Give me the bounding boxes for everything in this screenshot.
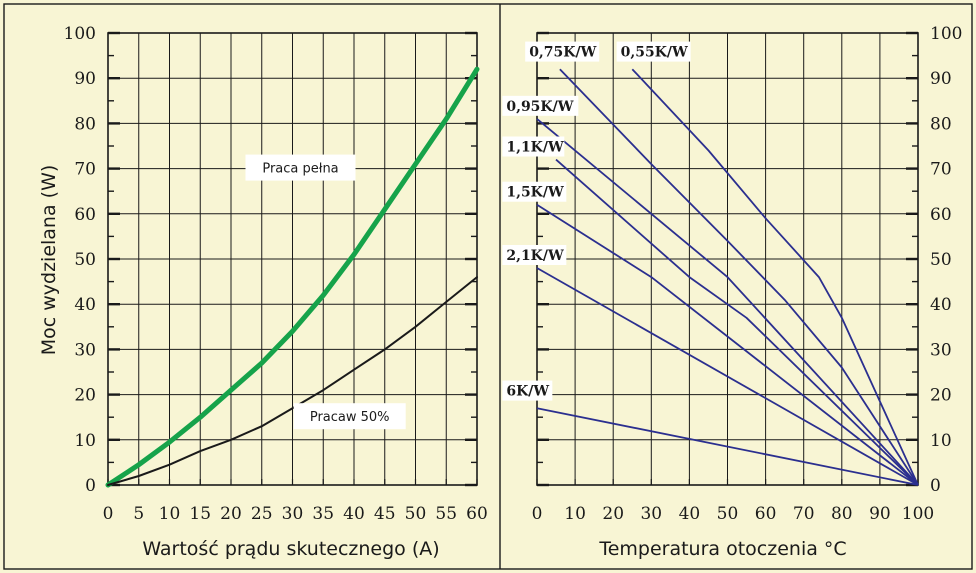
series-label: 0,95K/W bbox=[506, 99, 573, 115]
x-tick-label: 35 bbox=[312, 504, 334, 524]
y-tick-label: 80 bbox=[930, 114, 952, 134]
right-series-group bbox=[536, 68, 919, 486]
series-label: 1,1K/W bbox=[506, 140, 564, 156]
x-tick-label: 40 bbox=[679, 504, 701, 524]
left-y-axis-label: Moc wydzielana (W) bbox=[38, 165, 60, 356]
y-tick-label: 50 bbox=[74, 250, 96, 270]
plot-frame bbox=[107, 32, 478, 486]
outer-frame bbox=[3, 3, 973, 570]
series-line-praca-pelna bbox=[105, 66, 480, 488]
y-tick-label: 20 bbox=[74, 386, 96, 406]
y-tick-label: 90 bbox=[930, 69, 952, 89]
x-tick-label: 25 bbox=[251, 504, 273, 524]
series-label-background bbox=[245, 154, 356, 181]
series-label: 2,1K/W bbox=[506, 248, 564, 264]
y-tick-label: 0 bbox=[930, 476, 941, 496]
series-line-0-55k-w bbox=[631, 68, 919, 486]
y-tick-label: 100 bbox=[64, 24, 96, 44]
y-tick-label: 70 bbox=[930, 160, 952, 180]
y-tick-label: 70 bbox=[74, 160, 96, 180]
series-line-0-75k-w bbox=[559, 68, 919, 486]
series-label-background bbox=[616, 41, 691, 62]
x-tick-label: 100 bbox=[902, 504, 934, 524]
series-label-background bbox=[502, 136, 565, 157]
series-label: 6K/W bbox=[506, 384, 549, 400]
y-tick-label: 60 bbox=[930, 205, 952, 225]
x-tick-label: 30 bbox=[282, 504, 304, 524]
y-tick-label: 30 bbox=[74, 340, 96, 360]
series-line-praca-50 bbox=[107, 276, 478, 486]
y-tick-label: 90 bbox=[74, 69, 96, 89]
x-tick-label: 80 bbox=[831, 504, 853, 524]
x-tick-label: 20 bbox=[602, 504, 624, 524]
y-tick-label: 40 bbox=[930, 295, 952, 315]
series-line-6k-w bbox=[536, 407, 919, 486]
y-tick-label: 10 bbox=[74, 431, 96, 451]
x-tick-label: 30 bbox=[640, 504, 662, 524]
y-tick-label: 60 bbox=[74, 205, 96, 225]
series-label-background bbox=[525, 41, 600, 62]
series-label: Pracaw 50% bbox=[310, 410, 390, 425]
x-tick-label: 60 bbox=[466, 504, 488, 524]
y-tick-label: 80 bbox=[74, 114, 96, 134]
right-series-labels: 0,75K/W 0,55K/W 0,95K/W 1,1K/W 1,5K/W 2,1K/W 6… bbox=[502, 41, 691, 401]
x-tick-label: 45 bbox=[374, 504, 396, 524]
y-tick-label: 0 bbox=[85, 476, 96, 496]
y-tick-label: 50 bbox=[930, 250, 952, 270]
series-label: Praca pełna bbox=[262, 162, 338, 177]
x-tick-label: 50 bbox=[717, 504, 739, 524]
left-chart-panel: 0 5 10 15 20 25 30 35 40 45 50 55 600102030405060708… bbox=[38, 24, 488, 560]
right-grid bbox=[536, 31, 919, 487]
x-tick-label: 10 bbox=[159, 504, 181, 524]
x-tick-label: 20 bbox=[220, 504, 242, 524]
series-label: 1,5K/W bbox=[506, 185, 564, 201]
x-tick-label: 40 bbox=[343, 504, 365, 524]
series-line-2-1k-w bbox=[536, 267, 919, 486]
series-label: 0,75K/W bbox=[529, 45, 596, 61]
right-tick-labels: 0 10 20 30 40 50 60 70 80 90 100 0 10 20 30 40 50 60 70 80 9… bbox=[532, 24, 963, 524]
series-line-1-5k-w bbox=[536, 204, 919, 486]
right-x-axis-label: Temperatura otoczenia °C bbox=[598, 538, 846, 560]
series-label-background bbox=[502, 181, 567, 202]
x-tick-label: 55 bbox=[435, 504, 457, 524]
y-tick-label: 100 bbox=[930, 24, 962, 44]
series-label-background bbox=[293, 403, 406, 430]
y-tick-label: 30 bbox=[930, 340, 952, 360]
x-tick-label: 15 bbox=[189, 504, 211, 524]
x-tick-label: 60 bbox=[755, 504, 777, 524]
x-tick-label: 0 bbox=[103, 504, 114, 524]
right-chart-panel: 0 10 20 30 40 50 60 70 80 90 100 0 10 20 30 40 50 60 70 80 9… bbox=[502, 24, 962, 560]
x-tick-label: 50 bbox=[405, 504, 427, 524]
y-tick-label: 10 bbox=[930, 431, 952, 451]
x-tick-label: 5 bbox=[133, 504, 144, 524]
series-line-1-1k-w bbox=[555, 158, 919, 486]
left-grid bbox=[107, 31, 478, 487]
left-series-group bbox=[105, 66, 480, 488]
x-tick-label: 70 bbox=[793, 504, 815, 524]
left-x-axis-label: Wartość prądu skutecznego (A) bbox=[142, 538, 439, 560]
series-label-background bbox=[502, 245, 567, 265]
x-tick-label: 10 bbox=[564, 504, 586, 524]
y-tick-label: 20 bbox=[930, 386, 952, 406]
left-series-labels: Praca pełna Pracaw 50% bbox=[245, 154, 406, 430]
series-label-background bbox=[502, 95, 579, 116]
left-tick-labels: 0 5 10 15 20 25 30 35 40 45 50 55 600102030405060708… bbox=[64, 24, 488, 524]
series-label: 0,55K/W bbox=[621, 45, 688, 61]
series-line-0-95k-w bbox=[536, 118, 919, 486]
x-tick-label: 0 bbox=[532, 504, 543, 524]
x-tick-label: 90 bbox=[869, 504, 891, 524]
y-tick-label: 40 bbox=[74, 295, 96, 315]
series-label-background bbox=[502, 380, 553, 401]
